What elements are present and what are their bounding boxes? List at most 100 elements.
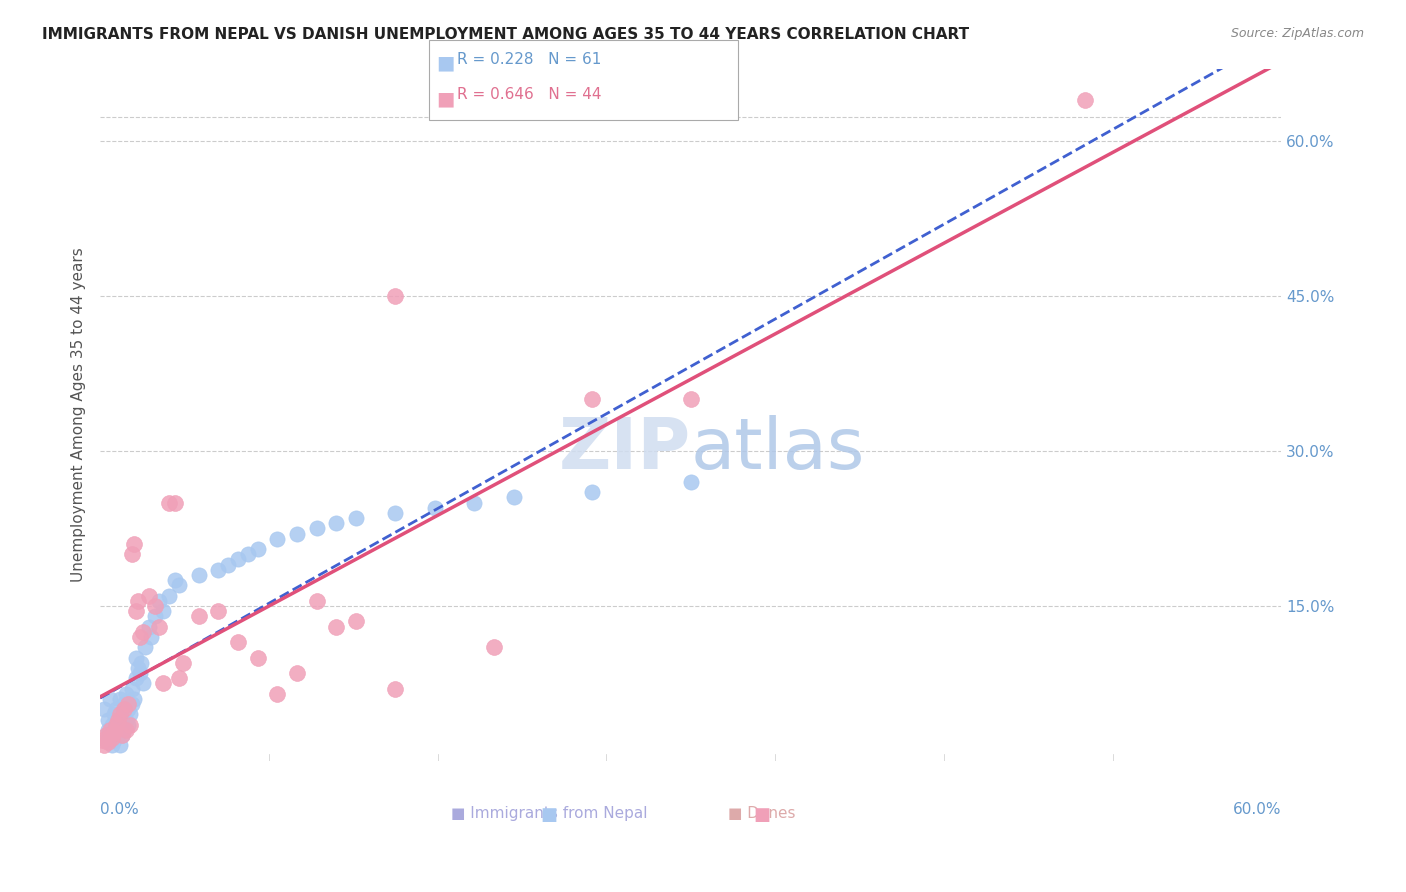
- Point: [132, 676, 155, 690]
- Point: [207, 563, 229, 577]
- Text: Source: ZipAtlas.com: Source: ZipAtlas.com: [1230, 27, 1364, 40]
- Point: [128, 630, 150, 644]
- Point: [143, 599, 166, 613]
- Point: [118, 717, 141, 731]
- Point: [93, 702, 115, 716]
- Point: [167, 578, 190, 592]
- Point: [107, 728, 129, 742]
- Point: [132, 624, 155, 639]
- Point: [98, 728, 121, 742]
- Point: [163, 495, 186, 509]
- Point: [101, 717, 124, 731]
- Point: [104, 723, 127, 737]
- Point: [141, 630, 163, 644]
- Point: [148, 619, 170, 633]
- Point: [112, 723, 135, 737]
- Point: [325, 516, 347, 531]
- Point: [101, 739, 124, 753]
- Point: [108, 707, 131, 722]
- Point: [107, 713, 129, 727]
- Point: [344, 615, 367, 629]
- Point: [104, 702, 127, 716]
- Point: [463, 495, 485, 509]
- Point: [325, 619, 347, 633]
- Point: [172, 656, 194, 670]
- Point: [305, 521, 328, 535]
- Point: [679, 475, 702, 489]
- Text: IMMIGRANTS FROM NEPAL VS DANISH UNEMPLOYMENT AMONG AGES 35 TO 44 YEARS CORRELATI: IMMIGRANTS FROM NEPAL VS DANISH UNEMPLOY…: [42, 27, 969, 42]
- Point: [114, 723, 136, 737]
- Point: [305, 593, 328, 607]
- Point: [148, 593, 170, 607]
- Point: [97, 713, 120, 727]
- Point: [187, 567, 209, 582]
- Point: [117, 717, 139, 731]
- Point: [108, 717, 131, 731]
- Point: [111, 728, 134, 742]
- Point: [124, 604, 146, 618]
- Point: [121, 697, 143, 711]
- Point: [134, 640, 156, 655]
- Point: [581, 392, 603, 407]
- Point: [117, 697, 139, 711]
- Point: [122, 537, 145, 551]
- Point: [152, 604, 174, 618]
- Point: [679, 392, 702, 407]
- Point: [128, 665, 150, 680]
- Point: [97, 723, 120, 737]
- Text: R = 0.228   N = 61: R = 0.228 N = 61: [457, 52, 602, 67]
- Point: [127, 593, 149, 607]
- Point: [384, 506, 406, 520]
- Text: ■ Immigrants from Nepal: ■ Immigrants from Nepal: [451, 805, 647, 821]
- Point: [107, 713, 129, 727]
- Point: [143, 609, 166, 624]
- Point: [157, 589, 180, 603]
- Point: [101, 731, 124, 745]
- Point: [285, 665, 308, 680]
- Point: [91, 733, 114, 747]
- Text: ZIP: ZIP: [558, 415, 690, 483]
- Point: [124, 650, 146, 665]
- Text: ■: ■: [754, 805, 770, 824]
- Point: [98, 691, 121, 706]
- Point: [118, 707, 141, 722]
- Point: [131, 656, 153, 670]
- Point: [226, 635, 249, 649]
- Point: [581, 485, 603, 500]
- Point: [207, 604, 229, 618]
- Point: [112, 697, 135, 711]
- Point: [157, 495, 180, 509]
- Point: [163, 573, 186, 587]
- Point: [344, 511, 367, 525]
- Point: [104, 717, 127, 731]
- Point: [502, 491, 524, 505]
- Point: [266, 687, 288, 701]
- Point: [285, 526, 308, 541]
- Point: [103, 725, 125, 739]
- Text: ■: ■: [436, 54, 454, 72]
- Point: [94, 733, 117, 747]
- Text: ■: ■: [540, 805, 558, 824]
- Point: [114, 713, 136, 727]
- Point: [167, 671, 190, 685]
- Text: atlas: atlas: [690, 415, 865, 483]
- Text: ■ Danes: ■ Danes: [728, 805, 796, 821]
- Text: 0.0%: 0.0%: [100, 803, 139, 817]
- Point: [93, 739, 115, 753]
- Point: [1073, 93, 1095, 107]
- Point: [226, 552, 249, 566]
- Point: [384, 681, 406, 696]
- Text: ■: ■: [436, 89, 454, 108]
- Y-axis label: Unemployment Among Ages 35 to 44 years: Unemployment Among Ages 35 to 44 years: [72, 247, 86, 582]
- Point: [121, 547, 143, 561]
- Point: [117, 702, 139, 716]
- Point: [103, 733, 125, 747]
- Point: [108, 739, 131, 753]
- Point: [94, 728, 117, 742]
- Point: [103, 707, 125, 722]
- Text: R = 0.646   N = 44: R = 0.646 N = 44: [457, 87, 602, 103]
- Point: [138, 619, 160, 633]
- Point: [97, 735, 120, 749]
- Point: [114, 687, 136, 701]
- Point: [246, 650, 269, 665]
